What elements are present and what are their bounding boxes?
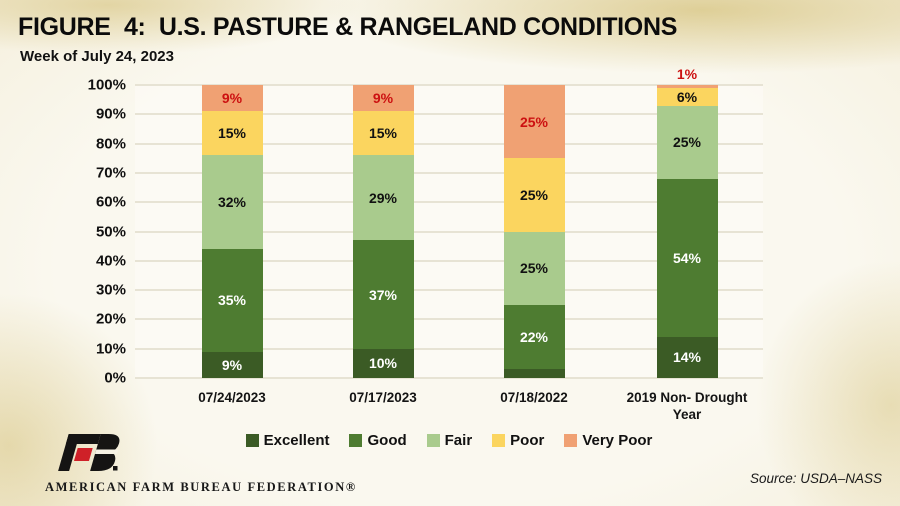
x-tick-label: 07/18/2022 xyxy=(500,390,568,405)
bar-segment-very-poor: 25% xyxy=(503,85,565,159)
afbf-fb-logo-icon xyxy=(58,434,120,471)
legend-label: Very Poor xyxy=(582,432,653,449)
bar-segment-good: 37% xyxy=(352,240,414,349)
segment-value-label: 15% xyxy=(368,125,398,142)
segment-value-label: 25% xyxy=(519,186,549,203)
bar-segment-good: 22% xyxy=(503,304,565,370)
segment-value-label: 10% xyxy=(368,355,398,372)
segment-value-label-outside: 1% xyxy=(676,66,698,82)
legend-swatch-icon xyxy=(492,434,506,447)
x-tick-label: 07/17/2023 xyxy=(349,390,417,405)
segment-value-label: 32% xyxy=(217,194,247,211)
segment-value-label: 9% xyxy=(221,356,243,373)
legend-swatch-icon xyxy=(564,434,578,447)
segment-value-label: 25% xyxy=(672,134,702,151)
y-axis: 0% 10% 20% 30% 40% 50% 60% 70% 80% 90% 100% xyxy=(0,77,126,387)
gridline-50 xyxy=(135,230,763,233)
gridline-10 xyxy=(135,347,763,350)
source-note: Source: USDA–NASS xyxy=(749,471,882,486)
y-tick-label-30: 30% xyxy=(95,281,126,299)
gridline-80 xyxy=(135,142,763,145)
segment-value-label: 35% xyxy=(217,292,247,309)
gridline-40 xyxy=(135,259,763,262)
y-tick-label-80: 80% xyxy=(95,135,126,153)
stacked-bar-chart: 9%35%32%15%9%10%37%29%15%9%3%22%25%25%25… xyxy=(135,67,763,379)
legend-label: Good xyxy=(367,432,407,449)
segment-value-label: 6% xyxy=(676,88,698,105)
legend-item-very-poor: Very Poor xyxy=(564,432,652,449)
bar-segment-excellent: 9% xyxy=(201,351,263,378)
bar-segment-fair: 29% xyxy=(352,155,414,241)
legend-item-excellent: Excellent xyxy=(245,432,330,449)
segment-value-label: 15% xyxy=(217,125,247,142)
y-tick-label-0: 0% xyxy=(104,369,126,387)
legend-label: Poor xyxy=(510,432,545,449)
bar-segment-excellent: 14% xyxy=(656,336,718,378)
legend: Excellent Good Fair Poor Very Poor xyxy=(135,432,763,449)
bar-segment-very-poor xyxy=(656,85,718,88)
bar-segment-good: 35% xyxy=(201,249,263,352)
legend-swatch-icon xyxy=(349,434,363,447)
segment-value-label: 54% xyxy=(672,249,702,266)
gridline-20 xyxy=(135,318,763,321)
segment-value-label: 22% xyxy=(519,328,549,345)
segment-value-label: 9% xyxy=(372,90,394,107)
x-tick-label: 2019 Non- Drought Year xyxy=(626,390,748,422)
bar-segment-poor: 15% xyxy=(201,111,263,156)
legend-label: Fair xyxy=(444,432,473,449)
afbf-brand: AMERICAN FARM BUREAU FEDERATION® xyxy=(45,433,357,495)
y-tick-label-40: 40% xyxy=(95,252,126,270)
y-tick-label-70: 70% xyxy=(95,164,126,182)
figure-title: FIGURE 4: U.S. PASTURE & RANGELAND CONDI… xyxy=(18,13,678,41)
y-tick-label-60: 60% xyxy=(95,193,126,211)
x-tick-label: 07/24/2023 xyxy=(198,390,266,405)
legend-swatch-icon xyxy=(426,434,440,447)
bar-segment-poor: 25% xyxy=(503,158,565,232)
y-tick-label-20: 20% xyxy=(95,310,126,328)
segment-value-label: 14% xyxy=(672,349,702,366)
legend-item-good: Good xyxy=(349,432,407,449)
bar-segment-good: 54% xyxy=(656,178,718,337)
y-tick-label-10: 10% xyxy=(95,340,126,358)
bar-segment-fair: 32% xyxy=(201,155,263,250)
bar-segment-poor: 15% xyxy=(352,111,414,156)
legend-label: Excellent xyxy=(263,432,330,449)
legend-item-fair: Fair xyxy=(426,432,473,449)
segment-value-label: 9% xyxy=(221,90,243,107)
afbf-org-name: AMERICAN FARM BUREAU FEDERATION® xyxy=(45,480,357,494)
gridline-60 xyxy=(135,201,763,204)
bar-segment-fair: 25% xyxy=(503,231,565,305)
y-tick-label-50: 50% xyxy=(95,223,126,240)
x-axis: 07/24/2023 07/17/2023 07/18/2022 2019 Non- … xyxy=(135,390,763,430)
segment-value-label: 25% xyxy=(519,113,549,130)
legend-swatch-icon xyxy=(245,434,259,447)
bar-segment-excellent xyxy=(503,369,565,378)
gridline-100 xyxy=(135,84,763,86)
bar-segment-poor: 6% xyxy=(656,87,718,106)
gridline-0 xyxy=(135,377,763,379)
figure-subtitle: Week of July 24, 2023 xyxy=(20,48,174,65)
legend-item-poor: Poor xyxy=(492,432,544,449)
y-tick-label-100: 100% xyxy=(87,76,126,94)
y-tick-label-90: 90% xyxy=(95,105,126,123)
segment-value-label: 29% xyxy=(368,189,398,206)
gridline-90 xyxy=(135,113,763,116)
segment-value-label: 37% xyxy=(368,286,398,303)
bar-segment-very-poor: 9% xyxy=(352,85,414,112)
segment-value-label: 25% xyxy=(519,260,549,277)
bar-segment-very-poor: 9% xyxy=(201,85,263,112)
bar-segment-fair: 25% xyxy=(656,105,718,179)
gridline-30 xyxy=(135,289,763,292)
bar-segment-excellent: 10% xyxy=(352,348,414,378)
gridline-70 xyxy=(135,171,763,174)
